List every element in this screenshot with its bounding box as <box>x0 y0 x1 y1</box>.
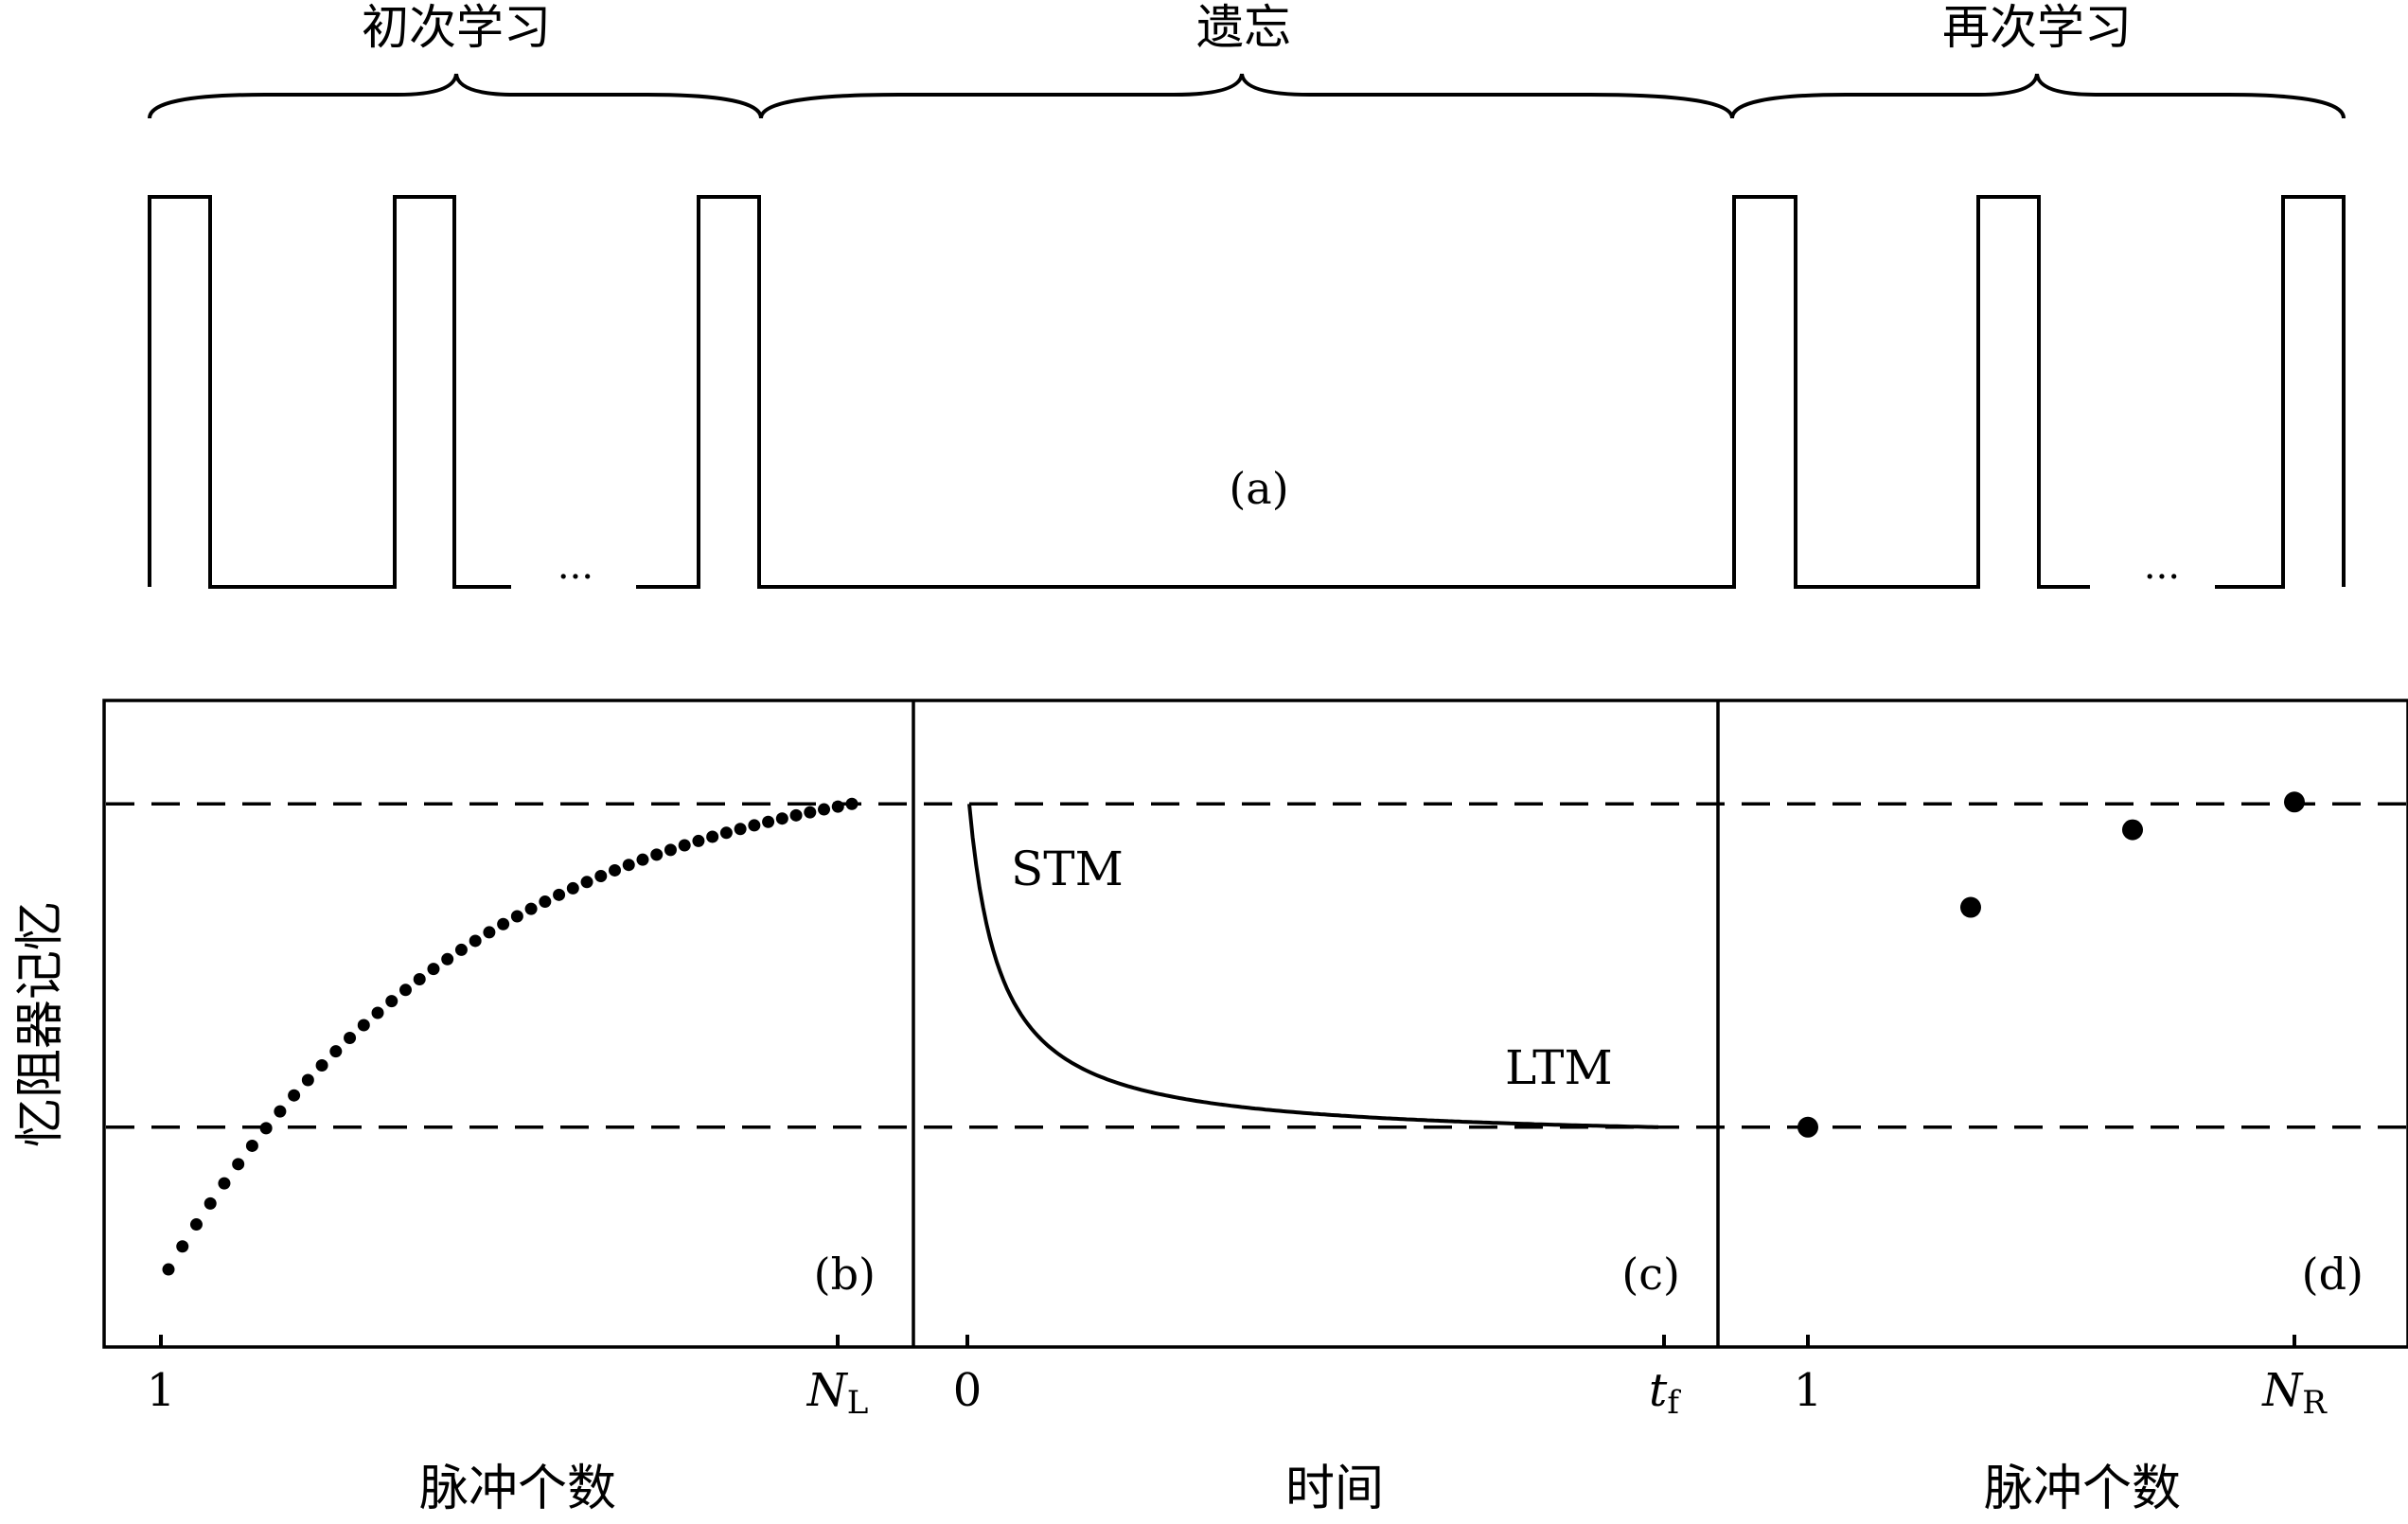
learning-point <box>204 1196 217 1210</box>
learning-point <box>580 876 593 889</box>
phase-label-learning: 初次学习 <box>362 0 551 55</box>
ellipsis-left: ··· <box>558 556 593 599</box>
learning-point <box>413 972 426 985</box>
learning-point <box>288 1089 301 1102</box>
panels-frame <box>102 699 2408 1349</box>
learning-point <box>650 848 664 861</box>
pulse-train-middle <box>636 195 2090 589</box>
panel-label-d: (d) <box>2302 1249 2364 1300</box>
tick-label-d-end: NR <box>2261 1364 2328 1422</box>
learning-point <box>524 902 538 915</box>
learning-point <box>692 834 705 847</box>
xlabel-b: 脉冲个数 <box>419 1461 616 1517</box>
pulse-train-learning <box>148 195 511 589</box>
learning-point <box>274 1105 287 1118</box>
learning-point <box>719 826 733 840</box>
xlabel-c: 时间 <box>1285 1461 1384 1517</box>
learning-point <box>762 815 775 828</box>
learning-point <box>427 963 440 976</box>
learning-point <box>301 1073 314 1087</box>
forgetting-curve <box>967 804 1659 1129</box>
learning-point <box>831 800 844 813</box>
brace-forgetting <box>759 73 1734 119</box>
learning-point <box>748 819 761 832</box>
x-ticks <box>159 1335 2296 1347</box>
learning-point <box>385 995 398 1008</box>
relearning-points <box>1797 791 2305 1138</box>
learning-point <box>845 797 859 810</box>
learning-point <box>636 853 649 866</box>
learning-point <box>176 1240 189 1253</box>
stm-label: STM <box>1011 842 1124 896</box>
pulse-train-relearning <box>2215 195 2346 589</box>
learning-point <box>218 1177 231 1190</box>
phase-label-forgetting: 遗忘 <box>1196 0 1291 55</box>
xlabel-d: 脉冲个数 <box>1984 1461 2181 1517</box>
learning-point <box>734 823 747 836</box>
learning-point <box>706 830 719 843</box>
learning-point <box>189 1218 203 1232</box>
phase-braces <box>148 73 2346 119</box>
learning-point <box>245 1139 258 1152</box>
learning-point <box>818 803 831 816</box>
learning-point <box>804 806 817 819</box>
ltm-label: LTM <box>1505 1040 1613 1095</box>
learning-point <box>789 808 803 822</box>
learning-point <box>594 869 608 882</box>
learning-point <box>398 984 412 997</box>
tick-label-d-start: 1 <box>1794 1364 1823 1417</box>
learning-point <box>329 1045 343 1058</box>
relearning-point <box>1797 1116 1818 1138</box>
tick-label-b-start: 1 <box>147 1364 176 1417</box>
learning-point <box>344 1032 357 1045</box>
learning-point <box>441 952 454 966</box>
tick-label-c-end: tf <box>1649 1364 1681 1422</box>
relearning-point <box>2122 819 2143 841</box>
learning-point <box>469 934 482 948</box>
learning-point <box>553 888 566 901</box>
panel-label-a: (a) <box>1229 463 1288 514</box>
panel-label-b: (b) <box>814 1249 876 1300</box>
learning-point <box>678 839 691 852</box>
phase-label-relearning: 再次学习 <box>1942 0 2132 55</box>
tick-label-b-end: NL <box>806 1364 869 1422</box>
ylabel: 忆阻器记忆 <box>12 901 69 1147</box>
learning-point <box>664 843 677 857</box>
learning-point <box>566 881 579 895</box>
learning-point <box>539 895 552 909</box>
relearning-point <box>2284 791 2305 813</box>
brace-relearning <box>1730 73 2346 119</box>
brace-learning <box>148 73 763 119</box>
panel-label-c: (c) <box>1621 1249 1680 1300</box>
tick-label-c-start: 0 <box>953 1364 983 1417</box>
learning-point <box>162 1263 175 1276</box>
pulse-train <box>148 195 2346 589</box>
learning-point <box>357 1019 370 1032</box>
learning-point <box>371 1006 384 1019</box>
learning-point <box>775 812 788 825</box>
learning-point <box>259 1122 273 1135</box>
learning-points <box>162 797 859 1276</box>
ellipsis-right: ··· <box>2144 556 2180 599</box>
learning-point <box>454 943 468 956</box>
learning-point <box>315 1058 328 1072</box>
learning-point <box>497 917 510 930</box>
learning-point <box>609 863 622 877</box>
relearning-point <box>1960 896 1981 918</box>
learning-point <box>622 859 635 872</box>
learning-point <box>232 1158 245 1171</box>
learning-point <box>510 910 523 923</box>
learning-point <box>483 926 496 939</box>
